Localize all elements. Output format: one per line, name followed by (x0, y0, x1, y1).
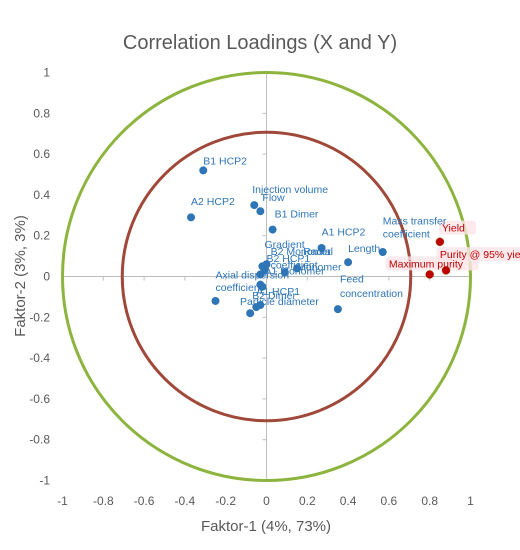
x-tick-label: 0 (263, 494, 270, 508)
x-loading-point (378, 248, 387, 257)
x-loading-point (268, 225, 277, 234)
y-variable-label: Purity @ 95% yield (440, 249, 520, 261)
x-variable-label: coefficient (383, 229, 430, 241)
x-variable-label: Length (348, 243, 380, 255)
x-loading-point (211, 296, 220, 305)
x-variable-label: B1 HCP2 (203, 155, 247, 167)
x-loading-point (293, 264, 302, 273)
x-variable-label: Feed (340, 274, 364, 286)
x-variable-label: A1 Monomer (264, 265, 325, 277)
x-loading-point (250, 201, 259, 210)
x-variable-label: Gradient (264, 239, 304, 251)
y-tick-label: 0.2 (33, 229, 50, 243)
x-variable-label: B1 Dimer (275, 208, 319, 220)
y-tick-label: 0.4 (33, 188, 50, 202)
x-loading-point (246, 309, 255, 318)
x-tick-label: -0.6 (134, 494, 155, 508)
y-tick-label: -0.6 (29, 392, 50, 406)
x-loading-point (256, 207, 265, 216)
x-tick-label: 0.4 (340, 494, 357, 508)
x-tick-label: -0.8 (93, 494, 114, 508)
x-variable-label: Particle diameter (240, 296, 319, 308)
x-loading-point (187, 213, 196, 222)
x-variable-label: B2 Monomer (271, 246, 332, 258)
x-tick-label: 0.8 (421, 494, 438, 508)
y-loading-point (441, 266, 451, 275)
chart-title: Correlation Loadings (X and Y) (123, 32, 397, 54)
x-tick-label: -0.2 (215, 494, 236, 508)
x-variable-label: A1 HCP1 (256, 286, 300, 298)
x-variable-label: concentration (340, 288, 403, 300)
x-loading-point (333, 305, 342, 314)
x-loading-point (344, 258, 353, 267)
x-variable-label: Mass transfer (383, 215, 447, 227)
x-tick-label: 0.2 (299, 494, 316, 508)
x-loading-point (317, 243, 326, 252)
y-label-highlight (436, 247, 520, 262)
x-variable-label: A1 HCP2 (322, 227, 366, 239)
x-variable-label: Injection volume (252, 184, 328, 196)
y-tick-label: 0 (43, 270, 50, 284)
y-axis-title: Faktor-2 (3%, 3%) (12, 215, 29, 337)
x-variable-label: Radial (303, 246, 333, 258)
y-label-highlight (438, 220, 476, 235)
x-axis-title: Faktor-1 (4%, 73%) (201, 518, 331, 535)
x-variable-label: B2 HCP1 (267, 253, 311, 265)
y-tick-label: -1 (39, 474, 50, 488)
y-tick-label: -0.8 (29, 433, 50, 447)
x-loading-point (280, 268, 289, 277)
x-variable-label: Axial dispersion (216, 270, 290, 282)
y-tick-label: -0.4 (29, 351, 50, 365)
plot-area: -1 -0.8 -0.6 -0.4 -0.2 0 0.2 0.4 0.6 0.8 1 1 0.8 0.6 0… (29, 66, 520, 508)
y-variable-label: Maximum purity (389, 258, 464, 270)
x-variable-label: coefficient (216, 282, 263, 294)
x-variable-label: B2 Dimer (252, 290, 296, 302)
y-loading-point (435, 237, 445, 247)
x-variable-label: Flow (262, 192, 285, 204)
inner-correlation-circle (120, 130, 413, 423)
x-tick-label: -1 (57, 494, 68, 508)
y-tick-label: 0.8 (33, 106, 50, 120)
outer-correlation-circle (61, 71, 472, 482)
x-variable-label: coefficient (271, 259, 318, 271)
x-loading-point (199, 166, 208, 175)
x-loading-point (252, 303, 261, 312)
x-loading-point (258, 282, 267, 291)
y-tick-label: -0.2 (29, 310, 50, 324)
x-tick-label: 0.6 (381, 494, 398, 508)
y-tick-label: 0.6 (33, 147, 50, 161)
x-variable-label: Monomer (297, 261, 342, 273)
y-tick-label: 1 (43, 66, 50, 80)
y-variable-label: Yield (442, 223, 465, 235)
x-tick-label: -0.4 (175, 494, 196, 508)
x-loading-point (256, 270, 265, 279)
x-variable-label: A2 HCP2 (191, 196, 235, 208)
y-loading-point (425, 270, 434, 279)
x-tick-label: 1 (467, 494, 474, 508)
